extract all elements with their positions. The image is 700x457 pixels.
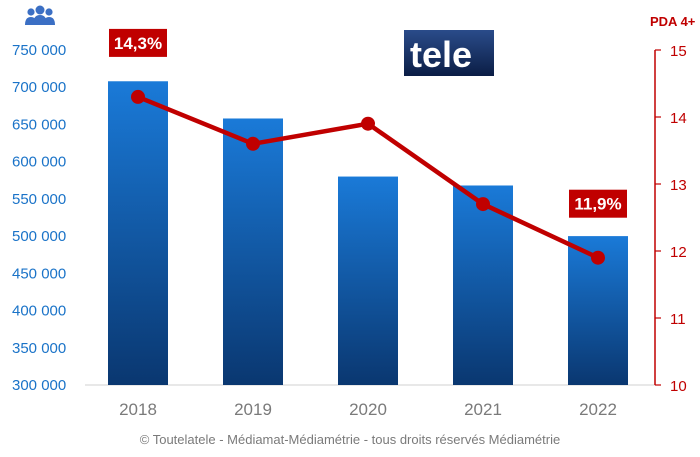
bars: [108, 81, 628, 386]
bar-2018: [108, 81, 168, 386]
pda-line-series: [131, 89, 605, 265]
left-tick-label: 450 000: [12, 265, 66, 282]
left-tick-label: 650 000: [12, 116, 66, 133]
x-tick-label: 2022: [579, 400, 617, 419]
bar-2021: [453, 185, 513, 385]
copyright-footer: © Toutelatele - Médiamat-Médiamétrie - t…: [140, 432, 560, 447]
right-tick-label: 15: [670, 43, 687, 60]
right-tick-label: 12: [670, 244, 687, 261]
people-icon: [25, 5, 55, 25]
left-tick-label: 350 000: [12, 340, 66, 357]
pda-point-2022: [591, 250, 605, 265]
data-label-text: 11,9%: [574, 195, 621, 214]
logo-part1: Toutela: [272, 33, 389, 74]
x-tick-label: 2018: [119, 400, 157, 419]
left-axis-ticks: 300 000 350 000 400 000 450 000 500 000 550 0…: [12, 42, 66, 394]
data-label-box: [569, 189, 627, 218]
logo-part2: tele: [410, 34, 472, 75]
pda-point-2021: [476, 197, 490, 212]
pda-point-2019: [246, 136, 260, 151]
pda-point-2018: [131, 89, 145, 104]
right-axis-ticks: 10 11 12 13 14 15: [655, 43, 687, 395]
right-tick-label: 13: [670, 177, 687, 194]
left-tick-label: 700 000: [12, 79, 66, 96]
right-axis-title: PDA 4+: [650, 14, 696, 29]
left-tick-label: 750 000: [12, 42, 66, 59]
x-axis-ticks: 2018 2019 2020 2021 2022: [119, 400, 617, 419]
left-tick-label: 500 000: [12, 228, 66, 245]
left-tick-label: 600 000: [12, 154, 66, 171]
right-tick-label: 14: [670, 110, 687, 127]
toutelatele-logo: Toutela tele: [272, 30, 494, 76]
logo-badge: [404, 30, 494, 76]
left-tick-label: 550 000: [12, 191, 66, 208]
data-label-box: [109, 28, 167, 57]
pda-point-2020: [361, 116, 375, 131]
x-tick-label: 2019: [234, 400, 272, 419]
bar-2019: [223, 118, 283, 385]
data-label-text: 14,3%: [114, 34, 162, 53]
x-tick-label: 2020: [349, 400, 387, 419]
left-tick-label: 400 000: [12, 303, 66, 320]
bar-2020: [338, 176, 398, 385]
right-tick-label: 11: [670, 311, 686, 328]
x-tick-label: 2021: [464, 400, 502, 419]
data-labels: 14,3% 11,9%: [109, 28, 627, 218]
right-tick-label: 10: [670, 378, 687, 395]
left-tick-label: 300 000: [12, 377, 66, 394]
